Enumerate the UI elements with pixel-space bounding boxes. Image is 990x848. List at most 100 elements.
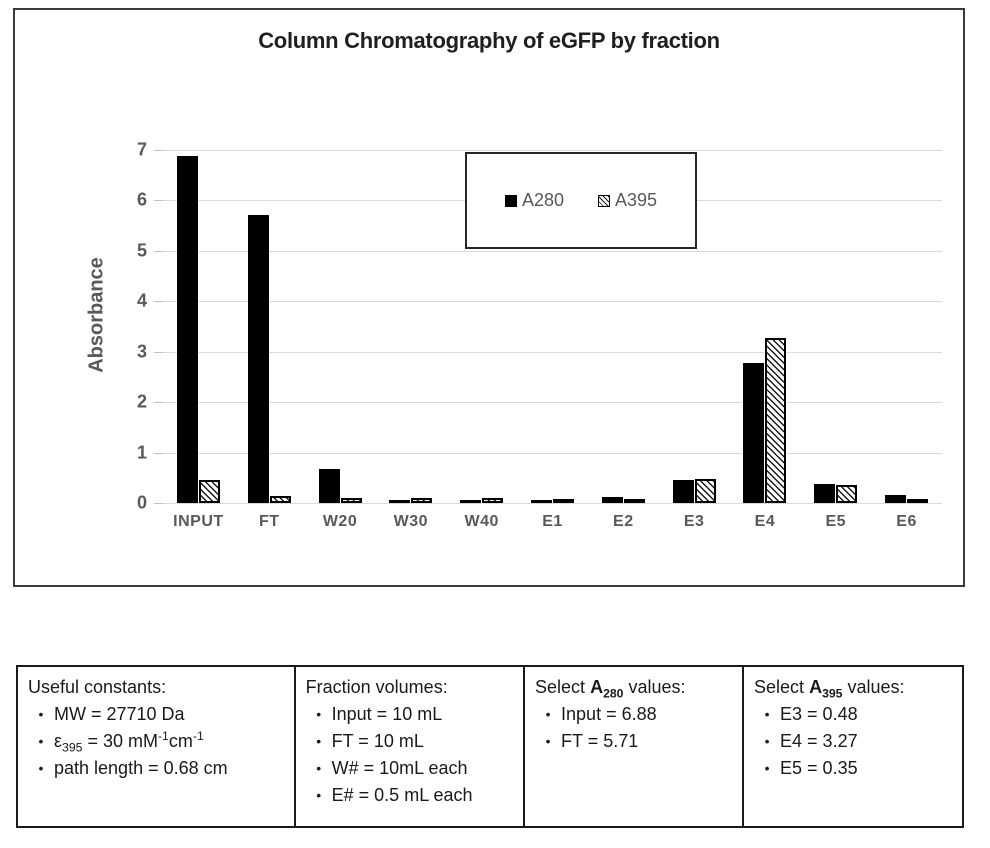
info-column-header: Useful constants:	[28, 674, 286, 701]
y-tick-label: 6	[136, 189, 147, 210]
text-segment: 395	[62, 740, 83, 755]
text-segment: E# = 0.5 mL each	[331, 785, 473, 805]
bar-a280-w40	[460, 499, 482, 503]
x-label-ft: FT	[258, 513, 280, 530]
legend-swatch-hatch-icon	[598, 194, 610, 207]
info-list-item: • FT = 5.71	[535, 728, 734, 755]
bullet-icon: •	[764, 706, 770, 722]
y-tick-label: 2	[136, 391, 147, 412]
x-label-e4: E4	[754, 513, 776, 530]
gridline	[163, 503, 942, 504]
legend-label-a395: A395	[615, 190, 658, 210]
text-segment: E4 = 3.27	[780, 731, 858, 751]
chart-title: Column Chromatography of eGFP by fractio…	[258, 28, 720, 53]
bar-a395-w40	[482, 498, 504, 503]
text-segment: 395	[822, 686, 843, 701]
info-column-header: Select A280 values:	[535, 674, 734, 701]
bullet-icon: •	[316, 787, 322, 803]
info-item-text: E# = 0.5 mL each	[332, 782, 473, 809]
bar-a280-ft	[247, 215, 269, 503]
info-column-2: Select A280 values: • Input = 6.88 • FT = 5.…	[523, 667, 742, 826]
gridline	[163, 351, 942, 353]
text-segment: FT = 10 mL	[331, 731, 424, 751]
gridline	[163, 150, 942, 151]
gridline	[163, 250, 942, 252]
info-item-text: FT = 10 mL	[332, 728, 424, 755]
y-tick-mark	[154, 150, 163, 151]
bar-a395-e5	[836, 485, 858, 503]
x-label-e2: E2	[613, 513, 634, 530]
bar-a395-e2	[623, 498, 645, 503]
y-tick-label: 1	[136, 442, 147, 463]
bullet-icon: •	[38, 733, 44, 749]
info-list-item: • W# = 10mL each	[306, 755, 515, 782]
text-segment: Input = 6.88	[561, 704, 657, 724]
bar-a280-w30	[389, 500, 411, 503]
bar-a280-e6	[885, 494, 907, 503]
gridline	[163, 452, 942, 454]
text-segment: = 30 mM	[82, 731, 158, 751]
bar-a280-e4	[743, 363, 765, 503]
info-column-header: Select A395 values:	[754, 674, 954, 701]
info-item-text: E5 = 0.35	[780, 755, 858, 782]
y-tick-mark	[154, 402, 163, 404]
info-list-item: • Input = 6.88	[535, 701, 734, 728]
chart-legend: A280 A395	[465, 152, 697, 249]
bar-a395-input	[198, 480, 220, 503]
info-item-text: Input = 10 mL	[332, 701, 443, 728]
bullet-icon: •	[545, 733, 551, 749]
info-list-item: • E4 = 3.27	[754, 728, 954, 755]
info-column-0: Useful constants: • MW = 27710 Da • ε395 = 3…	[18, 667, 294, 826]
y-tick-label: 4	[136, 290, 147, 311]
info-item-text: W# = 10mL each	[332, 755, 468, 782]
text-segment: cm	[168, 731, 193, 751]
info-list-item: • path length = 0.68 cm	[28, 755, 286, 782]
y-tick-label: 7	[136, 139, 147, 160]
x-label-w30: W30	[393, 513, 429, 530]
info-list-item: • FT = 10 mL	[306, 728, 515, 755]
y-tick-mark	[154, 503, 163, 504]
bullet-icon: •	[38, 760, 44, 776]
text-segment: 280	[603, 686, 624, 701]
chart-panel: Column Chromatography of eGFP by fractio…	[13, 8, 965, 587]
info-item-text: Input = 6.88	[561, 701, 657, 728]
plot-area: 0 1 2 3 4 5 6 7 INPUT FT W20 W30 W40 E1 E2 E3 E4 E5 E6	[137, 140, 942, 530]
text-segment: W# = 10mL each	[331, 758, 468, 778]
info-item-text: E4 = 3.27	[780, 728, 858, 755]
legend-item-a280: A280	[504, 190, 564, 211]
gridline	[163, 402, 942, 404]
bar-a280-e3	[672, 480, 694, 503]
text-segment: values:	[623, 677, 686, 697]
legend-item-a395: A395	[598, 190, 657, 211]
text-segment: path length = 0.68 cm	[54, 758, 228, 778]
text-segment: Input = 10 mL	[331, 704, 443, 724]
info-list-item: • Input = 10 mL	[306, 701, 515, 728]
info-column-header: Fraction volumes:	[306, 674, 515, 701]
y-tick-mark	[154, 301, 163, 303]
bar-a280-input	[176, 156, 198, 503]
text-segment: -1	[192, 729, 204, 743]
bullet-icon: •	[545, 706, 551, 722]
bullet-icon: •	[316, 760, 322, 776]
info-item-text: FT = 5.71	[561, 728, 638, 755]
text-segment: MW = 27710 Da	[54, 704, 185, 724]
y-tick-label: 5	[136, 240, 147, 261]
info-list-item: • ε395 = 30 mM-1cm-1	[28, 728, 286, 755]
x-label-w20: W20	[322, 513, 358, 530]
y-tick-mark	[154, 200, 163, 202]
y-tick-label: 0	[136, 492, 147, 513]
bar-a395-ft	[269, 496, 291, 503]
x-label-e1: E1	[542, 513, 563, 530]
info-item-text: MW = 27710 Da	[54, 701, 185, 728]
bullet-icon: •	[764, 760, 770, 776]
bullet-icon: •	[316, 733, 322, 749]
info-list-item: • E# = 0.5 mL each	[306, 782, 515, 809]
text-segment: Select	[754, 677, 810, 697]
bullet-icon: •	[764, 733, 770, 749]
bar-a280-e1	[531, 499, 552, 503]
y-tick-mark	[154, 351, 163, 353]
info-list-item: • E3 = 0.48	[754, 701, 954, 728]
text-segment: Select	[535, 677, 591, 697]
x-label-e6: E6	[896, 513, 917, 530]
x-label-e5: E5	[825, 513, 847, 530]
